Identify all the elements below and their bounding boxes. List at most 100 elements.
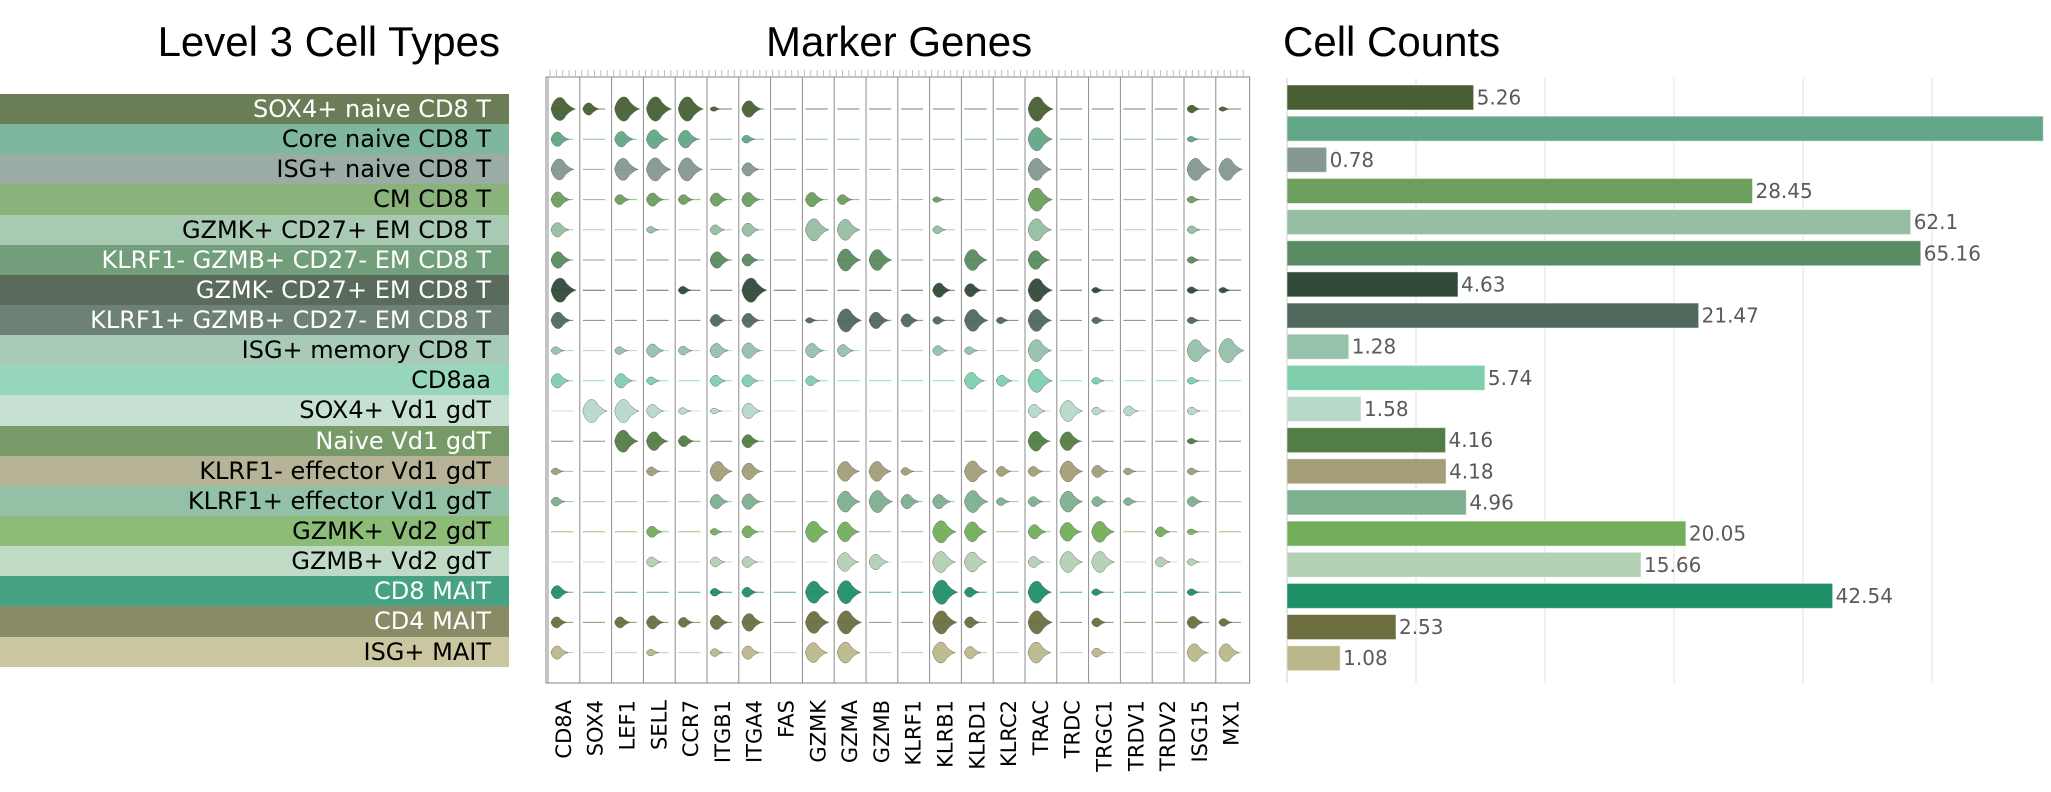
violin-shape [1027, 127, 1054, 151]
violin-shape [741, 277, 768, 303]
violin-shape [836, 194, 853, 205]
count-value-label: 1.58 [1364, 397, 1409, 421]
violin-shape [709, 343, 729, 358]
violin-shape [677, 435, 694, 447]
violin-shape [805, 581, 830, 604]
violin-shape [741, 462, 762, 480]
violin-shape [805, 611, 830, 634]
violin-shape [1154, 556, 1171, 568]
violin-shape [741, 253, 759, 267]
violin-shape [932, 494, 951, 509]
cell-type-label: GZMK+ Vd2 gdT [0, 515, 509, 547]
violin-shape [709, 556, 725, 568]
count-value-label: 65.16 [1924, 241, 1981, 265]
violin-shape [1027, 96, 1054, 122]
violin-shape [1027, 278, 1054, 302]
cell-type-label: Naive Vd1 gdT [0, 425, 509, 456]
violin-shape [1186, 104, 1201, 114]
violin-shape [550, 645, 569, 660]
violin-shape [646, 192, 664, 207]
violin-shape [646, 343, 664, 358]
violin-shape [1186, 438, 1199, 445]
violin-shape [741, 645, 760, 660]
count-bar [1286, 240, 1922, 267]
violin-shape [1123, 497, 1137, 506]
violin-shape [741, 342, 761, 359]
gene-label: KLRB1 [934, 700, 958, 768]
violin-shape [1186, 377, 1200, 385]
cell-type-label: KLRF1- effector Vd1 gdT [0, 455, 509, 486]
violin-shape [964, 460, 988, 483]
cell-type-label: GZMK- CD27+ EM CD8 T [0, 274, 509, 305]
violin-shape [995, 497, 1010, 506]
violin-shape [900, 494, 919, 509]
violin-shape [1091, 287, 1104, 294]
cell-type-label: GZMB+ Vd2 gdT [0, 546, 509, 577]
violin-shape [868, 311, 889, 329]
violin-shape [964, 646, 981, 659]
violin-shape [964, 283, 982, 298]
violin-shape [550, 616, 567, 629]
violin-shape [1027, 466, 1043, 477]
count-value-label: 5.26 [1477, 86, 1522, 110]
violin-shape [1186, 406, 1201, 416]
violin-shape [805, 317, 818, 324]
violin-shape [1091, 496, 1107, 507]
gene-label: TRDV1 [1124, 700, 1148, 772]
violin-shape [1027, 496, 1043, 507]
violin-shape [1091, 316, 1105, 324]
violin-shape [805, 521, 829, 543]
gene-label: TRGC1 [1093, 700, 1117, 773]
violin-shape [1091, 647, 1106, 658]
violin-shape [741, 556, 758, 568]
violin-shape [677, 130, 699, 149]
violin-shape [1027, 641, 1052, 664]
violin-shape [1186, 467, 1200, 475]
violin-shape [677, 286, 692, 295]
count-value-label: 5.74 [1488, 366, 1533, 390]
violin-shape [1027, 610, 1054, 635]
violin-shape [1186, 286, 1200, 294]
count-bar [1286, 582, 1834, 609]
violin-shape [646, 649, 659, 657]
violin-shape [932, 579, 959, 605]
violin-shape [964, 616, 981, 629]
violin-shape [550, 191, 570, 208]
violin-shape [964, 521, 988, 542]
violin-shape [550, 585, 569, 600]
gene-label: GZMK [806, 699, 830, 763]
violin-shape [709, 461, 733, 482]
violin-shape [1091, 406, 1105, 416]
violin-shape [805, 192, 824, 207]
violin-shape [646, 404, 664, 418]
violin-shape [582, 399, 608, 423]
violin-shape [1218, 643, 1240, 662]
count-value-label: 0.78 [1330, 148, 1375, 172]
violin-shape [550, 496, 566, 507]
violin-shape [1186, 616, 1204, 629]
violin-shape [1091, 521, 1116, 543]
count-bar [1286, 333, 1350, 360]
violin-shape [709, 615, 729, 630]
violin-shape [741, 374, 759, 388]
gene-label: GZMB [870, 700, 894, 763]
violin-shape [1059, 400, 1084, 422]
gene-label: ISG15 [1188, 700, 1212, 763]
violin-shape [550, 373, 570, 389]
violin-shape [677, 617, 694, 628]
count-value-label: 21.47 [1702, 304, 1759, 328]
violin-shape [932, 316, 946, 325]
violin-shape [709, 648, 724, 657]
violin-shape [1027, 309, 1053, 332]
violin-shape [550, 251, 571, 269]
violin-shape [964, 372, 985, 390]
gene-label: CCR7 [679, 700, 703, 757]
violin-shape [1027, 158, 1053, 181]
violin-shape [709, 588, 724, 597]
count-value-label: 4.63 [1461, 272, 1506, 296]
violin-shape [1059, 522, 1082, 542]
gene-label: FAS [775, 700, 799, 738]
violin-shape [1186, 158, 1212, 181]
violin-shape [741, 135, 756, 144]
